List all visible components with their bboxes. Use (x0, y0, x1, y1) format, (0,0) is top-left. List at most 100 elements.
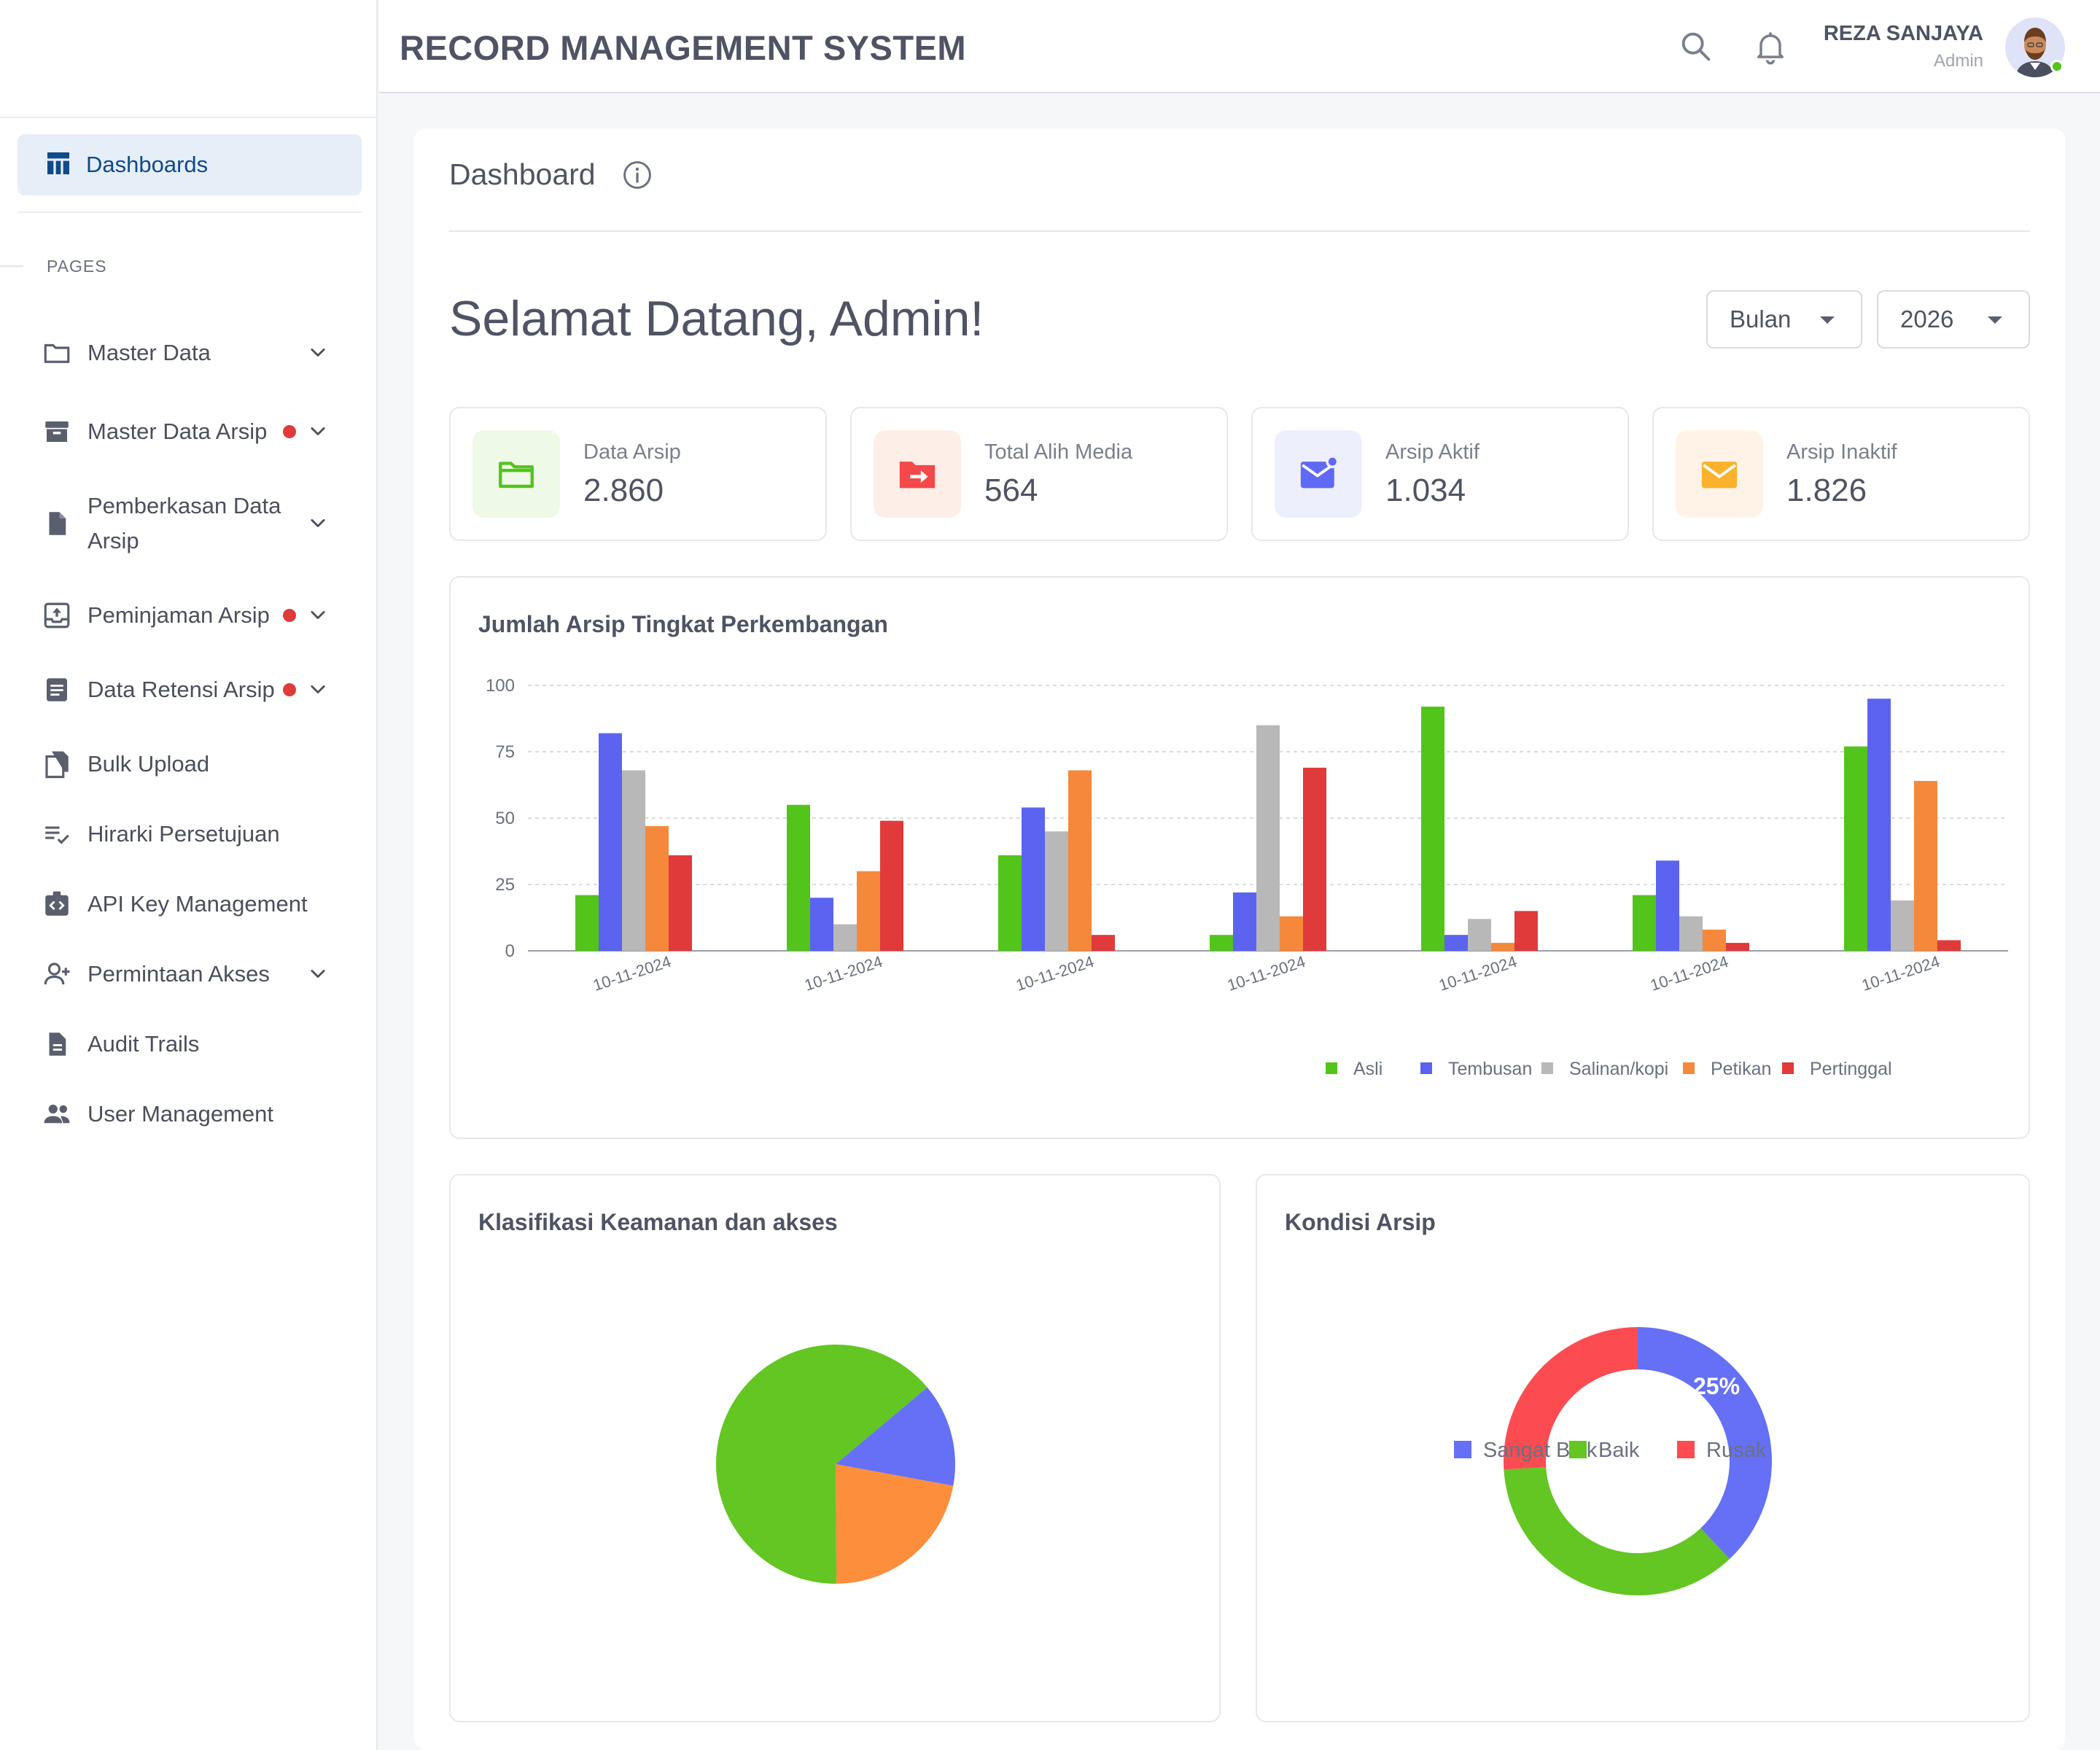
sidebar-item-pemberkasan-data-arsip[interactable]: Pemberkasan Data Arsip (41, 489, 347, 559)
file-copy-icon (41, 748, 73, 780)
bar[interactable] (1303, 767, 1326, 951)
bar[interactable] (1210, 935, 1233, 951)
sidebar-item-label: Peminjaman Arsip (88, 602, 270, 628)
pie-slice[interactable] (1504, 1327, 1638, 1470)
info-icon[interactable] (621, 159, 653, 191)
bar[interactable] (1937, 940, 1961, 951)
bar[interactable] (1656, 860, 1679, 951)
chart-title: Jumlah Arsip Tingkat Perkembangan (478, 611, 888, 637)
stat-card-total-alih-media[interactable]: Total Alih Media 564 (850, 407, 1228, 541)
bar[interactable] (1092, 935, 1115, 951)
sidebar-item-hirarki-persetujuan[interactable]: Hirarki Persetujuan (41, 817, 347, 852)
pie-slice[interactable] (836, 1387, 955, 1486)
bar[interactable] (1068, 770, 1092, 951)
user-role: Admin (1933, 51, 1983, 71)
caret-down-icon (1820, 316, 1835, 324)
legend-item[interactable]: Asli (1326, 1059, 1382, 1079)
legend-item[interactable]: Pertinggal (1782, 1059, 1892, 1079)
bar[interactable] (575, 895, 599, 951)
bar[interactable] (1280, 916, 1303, 951)
sidebar-item-api-key-management[interactable]: API Key Management (41, 887, 347, 922)
bar[interactable] (1679, 916, 1703, 951)
sidebar-item-dashboards[interactable]: Dashboards (18, 134, 362, 195)
chevron-down-icon[interactable] (308, 343, 328, 363)
sidebar-item-label: Pemberkasan Data Arsip (88, 493, 281, 553)
bar[interactable] (787, 804, 810, 951)
period-select[interactable]: Bulan (1706, 290, 1862, 349)
legend-item[interactable]: Baik (1569, 1439, 1640, 1462)
chevron-down-icon[interactable] (308, 513, 328, 534)
sidebar-item-user-management[interactable]: User Management (41, 1097, 347, 1132)
sidebar-item-label: User Management (88, 1101, 274, 1127)
legend-label: Petikan (1711, 1059, 1771, 1079)
sidebar-item-peminjaman-arsip[interactable]: Peminjaman Arsip (41, 598, 347, 633)
bar[interactable] (810, 898, 833, 951)
sidebar-item-data-retensi-arsip[interactable]: Data Retensi Arsip (41, 672, 347, 707)
chevron-down-icon[interactable] (308, 680, 328, 700)
bar[interactable] (1633, 895, 1656, 951)
stat-value: 1.826 (1786, 472, 1867, 508)
legend-item[interactable]: Salinan/kopi (1541, 1059, 1668, 1079)
pie-slice[interactable] (1638, 1327, 1772, 1560)
bar[interactable] (1468, 919, 1491, 951)
bar[interactable] (645, 825, 669, 951)
bar[interactable] (1514, 911, 1538, 951)
bar[interactable] (1256, 725, 1280, 951)
sidebar-logo-divider (0, 117, 378, 118)
legend-swatch (1541, 1062, 1553, 1074)
sidebar-item-audit-trails[interactable]: Audit Trails (41, 1027, 347, 1062)
pie-slice[interactable] (716, 1345, 928, 1584)
sidebar-item-permintaan-akses[interactable]: Permintaan Akses (41, 957, 347, 992)
audit-document-icon (41, 1028, 73, 1060)
bar[interactable] (1867, 699, 1891, 951)
sidebar: Dashboards PAGES Master Data Master Data … (0, 0, 378, 1750)
pie-slice[interactable] (1504, 1466, 1730, 1595)
bar[interactable] (599, 733, 622, 951)
stat-card-arsip-aktif[interactable]: Arsip Aktif 1.034 (1251, 407, 1629, 541)
bar[interactable] (622, 770, 645, 951)
search-icon[interactable] (1677, 28, 1715, 66)
bar[interactable] (1233, 892, 1256, 951)
chevron-down-icon[interactable] (308, 605, 328, 626)
chart-title: Kondisi Arsip (1285, 1209, 1436, 1235)
notification-dot (283, 425, 296, 438)
bar[interactable] (1891, 900, 1914, 951)
sidebar-item-master-data[interactable]: Master Data (41, 335, 347, 370)
sidebar-item-bulk-upload[interactable]: Bulk Upload (41, 747, 347, 782)
bar[interactable] (1844, 746, 1867, 951)
bar[interactable] (998, 855, 1022, 951)
bar[interactable] (857, 871, 880, 951)
chevron-down-icon[interactable] (308, 421, 328, 442)
avatar[interactable] (2005, 18, 2065, 77)
bar[interactable] (880, 820, 903, 951)
bar[interactable] (1444, 935, 1468, 951)
legend-item[interactable]: Tembusan (1420, 1059, 1532, 1079)
sidebar-divider (18, 211, 362, 213)
bar[interactable] (1914, 781, 1937, 951)
year-select-value: 2026 (1900, 306, 1954, 332)
legend-item[interactable]: Petikan (1683, 1059, 1771, 1079)
bar[interactable] (833, 924, 857, 951)
legend-item[interactable]: Rusak (1677, 1439, 1767, 1462)
pie-slice[interactable] (836, 1464, 954, 1584)
x-tick-label: 10-11-2024 (1648, 952, 1730, 995)
sidebar-item-master-data-arsip[interactable]: Master Data Arsip (41, 414, 347, 449)
stat-card-arsip-inaktif[interactable]: Arsip Inaktif 1.826 (1652, 407, 2030, 541)
stat-label: Arsip Aktif (1385, 440, 1479, 464)
bar[interactable] (1022, 807, 1045, 951)
bar[interactable] (669, 855, 692, 951)
chevron-down-icon[interactable] (308, 964, 328, 984)
y-tick-label: 25 (495, 875, 515, 895)
sidebar-item-label: Dashboards (86, 152, 209, 177)
stat-card-data-arsip[interactable]: Data Arsip 2.860 (449, 407, 827, 541)
bell-icon[interactable] (1751, 28, 1789, 66)
bar[interactable] (1726, 943, 1749, 951)
bar[interactable] (1421, 707, 1444, 951)
sidebar-item-label: Hirarki Persetujuan (88, 821, 280, 847)
bar[interactable] (1491, 943, 1514, 951)
bar[interactable] (1045, 831, 1068, 951)
legend-label: Rusak (1706, 1439, 1767, 1462)
year-select[interactable]: 2026 (1877, 290, 2030, 349)
bar[interactable] (1703, 929, 1726, 951)
